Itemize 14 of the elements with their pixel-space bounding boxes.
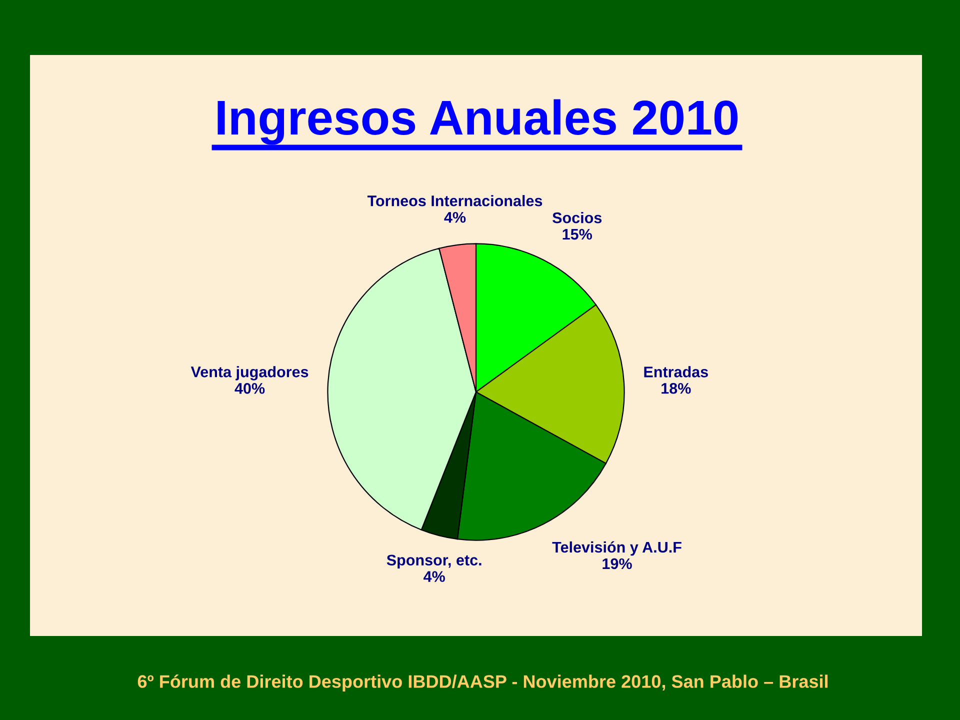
slice-label: Entradas (644, 366, 708, 378)
data-label: 18% (662, 382, 691, 394)
slice-label: Televisión y A.U.F (552, 541, 682, 556)
slice-label: Torneos Internacionales (367, 195, 542, 206)
data-label: 40% (234, 383, 265, 394)
slice-label: Socios (552, 212, 602, 224)
slice-label: Venta jugadores (190, 366, 308, 380)
data-label: 19% (602, 558, 632, 570)
slice-label: Sponsor, etc. (386, 554, 482, 569)
chart-title: Ingresos Anuales 2010 (218, 99, 738, 145)
text: 6º Fórum de Direito Desportivo IBDD/AASP - Noviembre 2010, San Pablo – Brasil (138, 674, 828, 692)
data-label: 15% (562, 228, 592, 240)
data-label: 4% (444, 212, 466, 223)
data-label: 4% (424, 571, 445, 582)
